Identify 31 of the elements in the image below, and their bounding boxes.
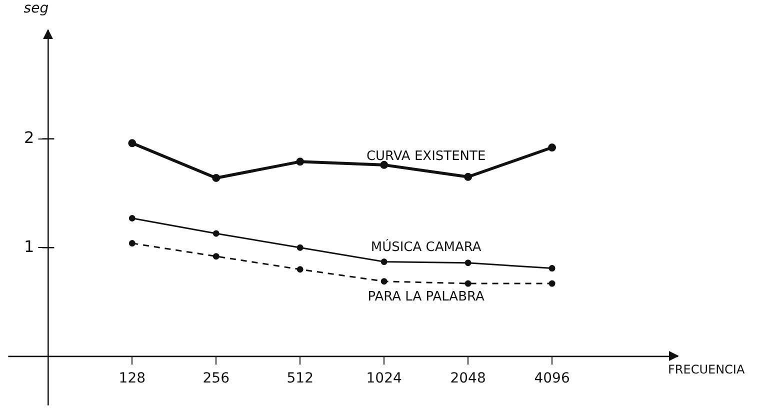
point — [128, 240, 136, 247]
point — [296, 158, 304, 166]
point — [296, 266, 304, 273]
point — [380, 258, 388, 266]
y-tick-label: 2 — [24, 128, 34, 147]
point — [128, 214, 136, 222]
x-tick-label: 2048 — [450, 370, 486, 386]
point — [380, 160, 388, 169]
point — [212, 253, 220, 260]
point — [380, 278, 388, 285]
point — [548, 144, 556, 152]
point — [212, 174, 220, 182]
point — [548, 280, 556, 287]
series-label: CURVA EXISTENTE — [366, 148, 486, 164]
x-tick-label: 128 — [118, 370, 146, 386]
point — [464, 280, 472, 287]
x-tick-label: 512 — [286, 370, 314, 386]
series-label: MÚSICA CAMARA — [370, 238, 482, 256]
point — [296, 244, 304, 251]
point — [212, 230, 220, 237]
point — [128, 139, 136, 148]
point — [464, 172, 472, 181]
text: FRECUENCIA — [668, 362, 746, 377]
y-tick-label: 1 — [24, 236, 34, 256]
point — [464, 260, 472, 266]
y-axis-title: seg — [24, 0, 49, 17]
x-tick-label: 256 — [202, 370, 230, 386]
x-tick-label: 1024 — [366, 370, 402, 386]
series-label: PARA LA PALABRA — [368, 289, 484, 304]
point — [548, 265, 556, 272]
x-tick-label: 4096 — [534, 370, 570, 386]
